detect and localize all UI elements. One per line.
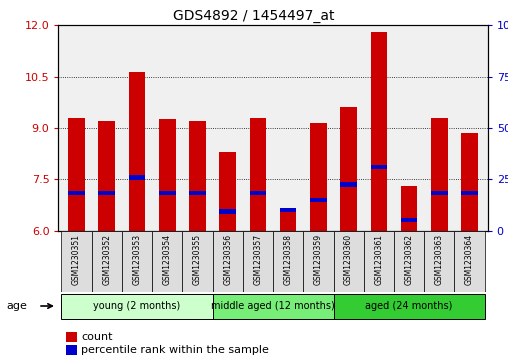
Bar: [370, 32, 387, 231]
Bar: [401, 218, 418, 223]
Text: count: count: [81, 332, 113, 342]
FancyBboxPatch shape: [334, 231, 364, 292]
Bar: [68, 118, 85, 231]
Text: GSM1230351: GSM1230351: [72, 234, 81, 285]
Text: GSM1230354: GSM1230354: [163, 234, 172, 285]
Bar: [431, 118, 448, 231]
FancyBboxPatch shape: [394, 231, 424, 292]
Text: age: age: [6, 301, 27, 311]
FancyBboxPatch shape: [243, 231, 273, 292]
Bar: [159, 191, 176, 195]
Text: GSM1230360: GSM1230360: [344, 234, 353, 285]
Bar: [129, 175, 145, 180]
Bar: [249, 191, 266, 195]
Bar: [401, 186, 418, 231]
Bar: [310, 123, 327, 231]
FancyBboxPatch shape: [91, 231, 122, 292]
Text: GSM1230353: GSM1230353: [133, 234, 142, 285]
Bar: [219, 152, 236, 231]
Bar: [310, 197, 327, 202]
FancyBboxPatch shape: [182, 231, 212, 292]
Text: percentile rank within the sample: percentile rank within the sample: [81, 345, 269, 355]
Bar: [431, 191, 448, 195]
FancyBboxPatch shape: [122, 231, 152, 292]
Bar: [99, 191, 115, 195]
Text: middle aged (12 months): middle aged (12 months): [211, 301, 335, 311]
FancyBboxPatch shape: [424, 231, 455, 292]
FancyBboxPatch shape: [364, 231, 394, 292]
Bar: [340, 182, 357, 187]
Text: GSM1230363: GSM1230363: [435, 234, 444, 285]
Text: GSM1230357: GSM1230357: [253, 234, 263, 285]
Text: GSM1230355: GSM1230355: [193, 234, 202, 285]
FancyBboxPatch shape: [152, 231, 182, 292]
FancyBboxPatch shape: [212, 294, 334, 319]
Text: aged (24 months): aged (24 months): [365, 301, 453, 311]
Bar: [99, 121, 115, 231]
FancyBboxPatch shape: [212, 231, 243, 292]
Text: young (2 months): young (2 months): [93, 301, 181, 311]
FancyBboxPatch shape: [61, 231, 91, 292]
Text: GDS4892 / 1454497_at: GDS4892 / 1454497_at: [173, 9, 335, 23]
Bar: [129, 72, 145, 231]
FancyBboxPatch shape: [61, 294, 212, 319]
Text: GSM1230361: GSM1230361: [374, 234, 384, 285]
Bar: [189, 191, 206, 195]
Text: GSM1230358: GSM1230358: [283, 234, 293, 285]
FancyBboxPatch shape: [303, 231, 334, 292]
Bar: [280, 208, 297, 212]
Bar: [219, 209, 236, 214]
Text: GSM1230359: GSM1230359: [314, 234, 323, 285]
Bar: [159, 119, 176, 231]
Bar: [189, 121, 206, 231]
FancyBboxPatch shape: [455, 231, 485, 292]
Text: GSM1230356: GSM1230356: [223, 234, 232, 285]
Bar: [280, 208, 297, 231]
Bar: [461, 133, 478, 231]
Text: GSM1230364: GSM1230364: [465, 234, 474, 285]
FancyBboxPatch shape: [334, 294, 485, 319]
FancyBboxPatch shape: [273, 231, 303, 292]
Bar: [340, 107, 357, 231]
Text: GSM1230362: GSM1230362: [404, 234, 414, 285]
Bar: [370, 165, 387, 170]
Text: GSM1230352: GSM1230352: [102, 234, 111, 285]
Bar: [461, 191, 478, 195]
Bar: [68, 191, 85, 195]
Bar: [249, 118, 266, 231]
